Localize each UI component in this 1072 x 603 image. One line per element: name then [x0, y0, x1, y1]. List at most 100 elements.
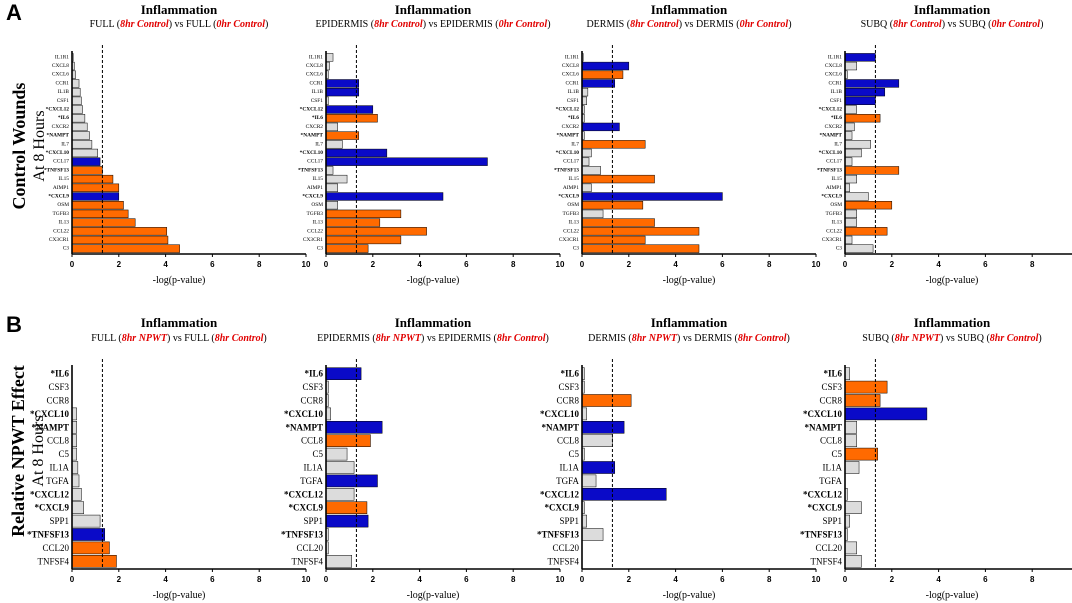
x-tick-label: 8: [767, 575, 772, 584]
category-label: CCL20: [552, 543, 579, 553]
category-label: IL7: [834, 141, 842, 147]
category-label: IL1R1: [55, 54, 69, 60]
bar: [71, 461, 79, 474]
x-tick-label: 0: [843, 260, 848, 269]
x-tick-label: 8: [1030, 575, 1035, 584]
bar: [325, 227, 427, 236]
category-label: OSM: [567, 202, 579, 208]
category-label: *TNFSF13: [817, 167, 842, 173]
bar: [581, 122, 620, 132]
x-tick-label: 10: [556, 260, 565, 269]
chart-subtitle: FULL (8hr Control) vs FULL (0hr Control): [90, 19, 269, 30]
category-label: CSF1: [830, 98, 843, 104]
subtitle-text: ): [1040, 19, 1043, 30]
subtitle-text: ) vs EPIDERMIS (: [421, 333, 498, 344]
bar: [844, 541, 857, 555]
bar: [844, 166, 900, 175]
bar: [325, 461, 355, 474]
bar: [581, 174, 655, 184]
chart-title: Inflammation: [395, 315, 472, 330]
bar: [325, 488, 355, 501]
category-label: CXCR2: [52, 124, 70, 130]
bar: [71, 157, 101, 166]
category-label: IL13: [59, 220, 70, 226]
bar: [844, 235, 853, 245]
category-label: CXCL8: [52, 63, 69, 69]
category-label: TGFA: [300, 476, 323, 486]
bar: [71, 514, 101, 528]
category-label: CSF1: [57, 98, 70, 104]
category-label: CXCL8: [306, 63, 323, 69]
x-tick-label: 10: [812, 260, 821, 269]
bar: [71, 244, 180, 253]
bar: [71, 555, 117, 568]
bar: [325, 122, 338, 132]
x-tick-label: 6: [983, 575, 988, 584]
x-tick-label: 10: [302, 575, 311, 584]
category-label: CXCL8: [825, 63, 842, 69]
x-tick-label: 0: [580, 575, 585, 584]
bar: [325, 218, 381, 227]
bar: [325, 131, 360, 140]
bar: [71, 183, 120, 192]
bar: [581, 61, 630, 71]
bar: [71, 87, 81, 97]
category-label: IL1A: [560, 463, 580, 473]
x-tick-label: 4: [417, 575, 422, 584]
bar: [844, 394, 881, 407]
bar: [325, 114, 378, 123]
chart-subtitle: DERMIS (8hr Control) vs DERMIS (0hr Cont…: [586, 19, 791, 30]
bar: [581, 148, 592, 158]
subtitle-group-label: 8hr NPWT: [895, 333, 941, 344]
bar: [71, 488, 82, 501]
category-label: *CXCL10: [803, 409, 843, 419]
category-label: CCL17: [826, 159, 842, 165]
x-tick-label: 0: [843, 575, 848, 584]
chart-6: Inflammation EPIDERMIS (8hr NPWT) vs EPID…: [281, 315, 565, 601]
category-label: CCL22: [307, 228, 323, 234]
category-label: CXCR2: [825, 124, 843, 130]
bar: [325, 434, 371, 447]
category-label: AIMP1: [53, 185, 69, 191]
chart-subtitle: EPIDERMIS (8hr NPWT) vs EPIDERMIS (8hr C…: [317, 333, 549, 344]
category-label: *CXCL12: [284, 489, 324, 499]
category-label: *CXCL10: [30, 409, 70, 419]
bar: [325, 79, 360, 88]
bar: [844, 140, 871, 149]
category-label: C5: [312, 449, 323, 459]
category-label: SPP1: [49, 516, 69, 526]
category-label: *CXCL10: [284, 409, 324, 419]
chart-title: Inflammation: [395, 2, 472, 17]
bar: [581, 528, 604, 541]
bar: [581, 140, 646, 149]
bar: [325, 235, 402, 245]
category-label: *TNFSF13: [554, 167, 579, 173]
category-label: IL7: [61, 141, 69, 147]
category-label: CCL8: [557, 436, 580, 446]
subtitle-text: ) vs FULL (: [169, 19, 217, 30]
bar: [581, 394, 632, 407]
category-label: CCL8: [820, 436, 843, 446]
subtitle-text: ): [546, 333, 549, 344]
category-label: CXCL8: [562, 63, 579, 69]
chart-5: Inflammation FULL (8hr NPWT) vs FULL (8hr…: [27, 315, 311, 601]
category-label: CXCL6: [52, 72, 69, 78]
category-label: *IL6: [823, 369, 842, 379]
category-label: CX3CR1: [559, 237, 579, 243]
bar: [581, 488, 667, 501]
category-label: CSF1: [567, 98, 580, 104]
category-label: IL13: [313, 220, 324, 226]
category-label: *NAMPT: [542, 422, 580, 432]
chart-title: Inflammation: [141, 315, 218, 330]
bar: [325, 201, 338, 210]
category-label: CSF3: [821, 382, 842, 392]
category-label: CCL8: [47, 436, 70, 446]
category-label: C5: [58, 449, 69, 459]
category-label: *TNFSF13: [537, 530, 580, 540]
bar: [71, 105, 83, 114]
bar: [844, 434, 857, 447]
chart-3: Inflammation DERMIS (8hr Control) vs DERM…: [554, 2, 821, 286]
category-label: IL13: [832, 220, 843, 226]
